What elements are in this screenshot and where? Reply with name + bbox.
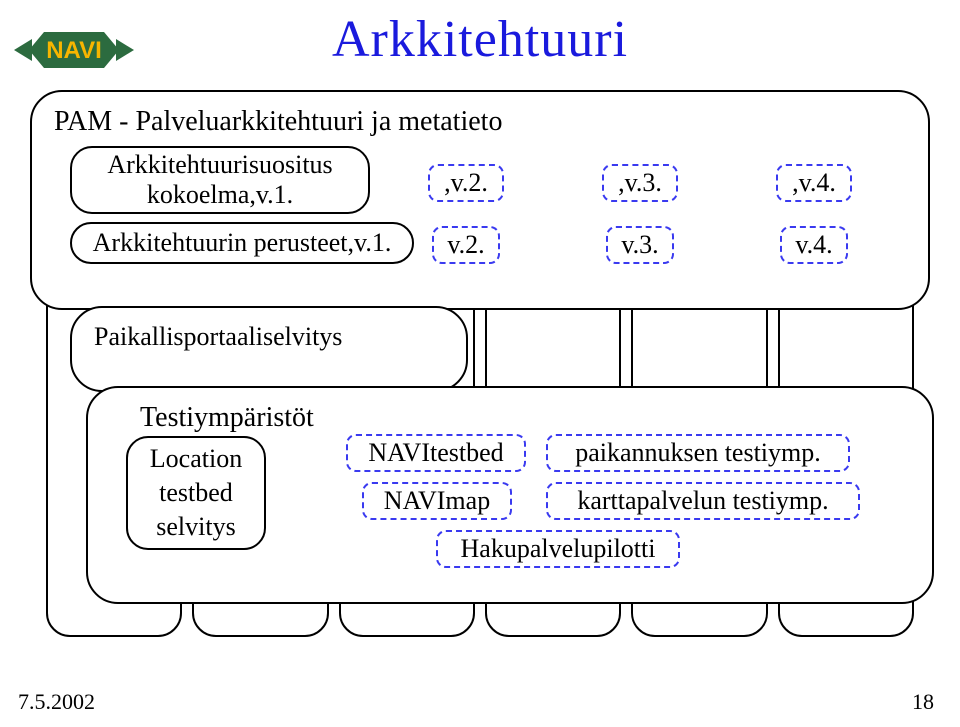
box-rec-v3: ,v.3. (602, 164, 678, 202)
group-pam-label: PAM - Palveluarkkitehtuuri ja metatieto (54, 106, 906, 138)
group-local-portal: Paikallisportaaliselvitys (70, 306, 468, 392)
box-hakupalvelu: Hakupalvelupilotti (436, 530, 680, 568)
footer-page: 18 (912, 689, 934, 715)
group-local-portal-label: Paikallisportaaliselvitys (94, 322, 444, 352)
box-karttapalvelu: karttapalvelun testiymp. (546, 482, 860, 520)
footer-date: 7.5.2002 (18, 689, 95, 715)
box-per-v3: v.3. (606, 226, 674, 264)
box-navimap: NAVImap (362, 482, 512, 520)
box-navitestbed: NAVItestbed (346, 434, 526, 472)
box-arch-basics: Arkkitehtuurin perusteet,v.1. (70, 222, 414, 264)
box-rec-v2: ,v.2. (428, 164, 504, 202)
box-per-v4: v.4. (780, 226, 848, 264)
group-test-envs: Testiympäristöt Location testbed selvity… (86, 386, 934, 604)
group-pam: PAM - Palveluarkkitehtuuri ja metatieto … (30, 90, 930, 310)
box-rec-v4: ,v.4. (776, 164, 852, 202)
box-per-v2: v.2. (432, 226, 500, 264)
box-paikannus: paikannuksen testiymp. (546, 434, 850, 472)
box-location-testbed: Location testbed selvitys (126, 436, 266, 550)
group-test-envs-label: Testiympäristöt (140, 402, 910, 434)
box-arch-recommendation: Arkkitehtuurisuositus kokoelma,v.1. (70, 146, 370, 214)
slide-title: Arkkitehtuuri (0, 10, 960, 69)
